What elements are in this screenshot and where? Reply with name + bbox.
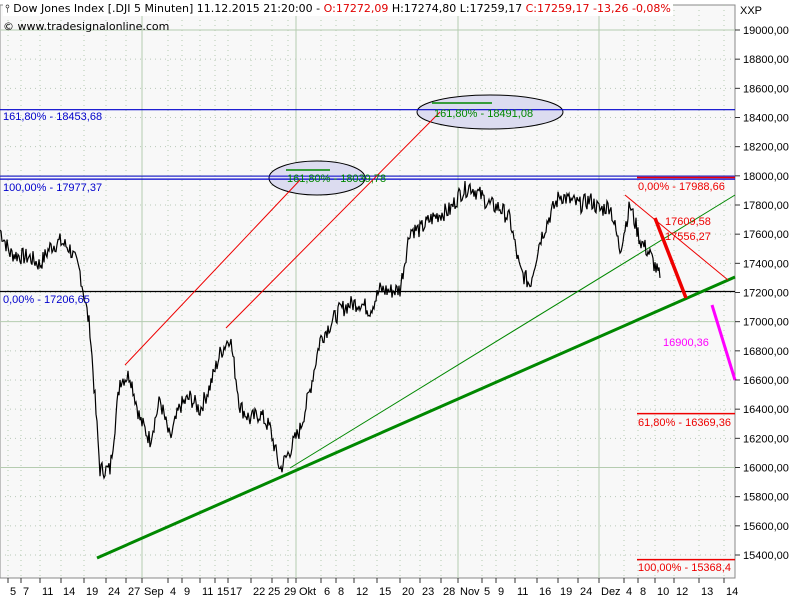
drawings <box>0 94 737 561</box>
x-tick-label: 9 <box>184 586 190 598</box>
x-tick-label: 15 <box>379 586 391 598</box>
x-tick-label: 9 <box>498 586 504 598</box>
x-tick-label: 29 <box>284 586 296 598</box>
y-tick-label: 16000,00 <box>743 463 789 475</box>
projection-line <box>624 194 729 281</box>
chart-datetime: 11.12.2015 21:20:00 <box>196 2 313 15</box>
annotation-labels: 161,80% - 18453,68 100,00% - 17977,37 0,00… <box>3 108 731 574</box>
projection-line <box>225 111 441 329</box>
candle-icon: ⫯ <box>5 2 10 15</box>
level-label: 0,00% - 17206,65 <box>3 294 90 306</box>
x-tick-label: 19 <box>560 586 572 598</box>
level-label: 0,00% - 17988,66 <box>638 181 725 193</box>
level-label: 17556,27 <box>665 231 711 243</box>
x-tick-label: 11 <box>42 586 53 598</box>
y-tick-label: 15400,00 <box>743 550 789 562</box>
x-tick-label: Okt <box>299 586 316 598</box>
x-tick-label: 23 <box>422 586 434 598</box>
x-tick-label: 13 <box>701 586 713 598</box>
x-tick-label: Nov <box>460 586 480 598</box>
x-tick-label: 5 <box>10 586 16 598</box>
x-tick-label: 27 <box>128 586 140 598</box>
y-tick-label: 17800,00 <box>743 200 789 212</box>
x-tick-label: 17 <box>230 586 242 598</box>
y-tick-label: 17000,00 <box>743 317 789 329</box>
x-tick-label: 25 <box>268 586 280 598</box>
y-tick-label: 15800,00 <box>743 492 789 504</box>
projection-line-bold <box>653 217 688 299</box>
y-tick-label: 17600,00 <box>743 229 789 241</box>
y-tick-label: 17200,00 <box>743 288 789 300</box>
target-projection <box>710 304 737 381</box>
x-tick-label: 10 <box>657 586 669 598</box>
price-series <box>0 180 661 480</box>
level-label: 17609,58 <box>665 216 711 228</box>
level-label: 161,80% - 18491,08 <box>434 108 533 120</box>
level-label: 161,80% - 18453,68 <box>3 111 102 123</box>
copyright: © www.tradesignalonline.com <box>3 20 170 33</box>
y-tick-label: 16600,00 <box>743 375 789 387</box>
high-value: H:17274,80 <box>391 2 457 15</box>
close-value: C:17259,17 <box>525 2 590 15</box>
x-tick-label: 4 <box>170 586 176 598</box>
x-tick-label: 14 <box>726 586 738 598</box>
level-label: 100,00% - 15368,4 <box>638 562 731 574</box>
x-tick-label: 20 <box>402 586 414 598</box>
x-tick-label: 15 <box>217 586 229 598</box>
chart-header: ⫯ Dow Jones Index [.DJI 5 Minuten] 11.12… <box>3 2 673 16</box>
level-label: 61,80% - 16369,36 <box>638 417 731 429</box>
y-tick-label: 18000,00 <box>743 171 789 183</box>
level-label: 16900,36 <box>663 337 709 349</box>
level-label: 161,80% - 18039,78 <box>287 173 386 185</box>
level-label: 100,00% - 17977,37 <box>3 182 102 194</box>
x-axis: 5 7 11 14 19 24 27 Sep 4 9 11 15 17 22 25 29 Okt 6 8 12 15 20… <box>7 578 738 598</box>
y-tick-label: 18600,00 <box>743 83 789 95</box>
x-tick-label: 24 <box>108 586 120 598</box>
y-axis: 19000,00 18800,00 18600,00 18400,00 18200,00… <box>735 25 789 562</box>
x-tick-label: 11 <box>517 586 528 598</box>
change-value: -13,26 <box>593 2 629 15</box>
x-tick-label: Sep <box>144 586 164 598</box>
y-tick-label: 18200,00 <box>743 142 789 154</box>
x-tick-label: 28 <box>443 586 455 598</box>
projection-line <box>124 179 301 366</box>
y-tick-label: 19000,00 <box>743 25 789 37</box>
x-tick-label: 14 <box>63 586 75 598</box>
x-tick-label: 8 <box>338 586 344 598</box>
change-pct: -0,08% <box>631 2 671 15</box>
chart-title: Dow Jones Index [.DJI 5 Minuten] <box>13 2 194 15</box>
y-tick-label: 15600,00 <box>743 521 789 533</box>
y-tick-label: 17400,00 <box>743 258 789 270</box>
x-tick-label: Dez <box>601 586 621 598</box>
y-tick-label: 16400,00 <box>743 404 789 416</box>
trendline-support <box>96 275 736 560</box>
y-tick-label: 16800,00 <box>743 346 789 358</box>
x-tick-label: 7 <box>23 586 29 598</box>
x-tick-label: 16 <box>539 586 551 598</box>
x-tick-label: 8 <box>640 586 646 598</box>
x-tick-label: 12 <box>676 586 688 598</box>
axis-caption: XXP <box>740 5 762 17</box>
x-tick-label: 19 <box>86 586 98 598</box>
x-tick-label: 4 <box>626 586 632 598</box>
low-value: L:17259,17 <box>459 2 523 15</box>
y-tick-label: 18800,00 <box>743 54 789 66</box>
open-value: O:17272,09 <box>323 2 389 15</box>
x-tick-label: 12 <box>356 586 368 598</box>
x-tick-label: 6 <box>324 586 330 598</box>
y-tick-label: 16200,00 <box>743 433 789 445</box>
trendline-channel <box>289 194 736 469</box>
y-tick-label: 18400,00 <box>743 113 789 125</box>
price-line <box>0 180 661 480</box>
x-tick-label: 22 <box>253 586 265 598</box>
x-tick-label: 5 <box>484 586 490 598</box>
x-tick-label: 11 <box>202 586 213 598</box>
x-tick-label: 24 <box>580 586 592 598</box>
